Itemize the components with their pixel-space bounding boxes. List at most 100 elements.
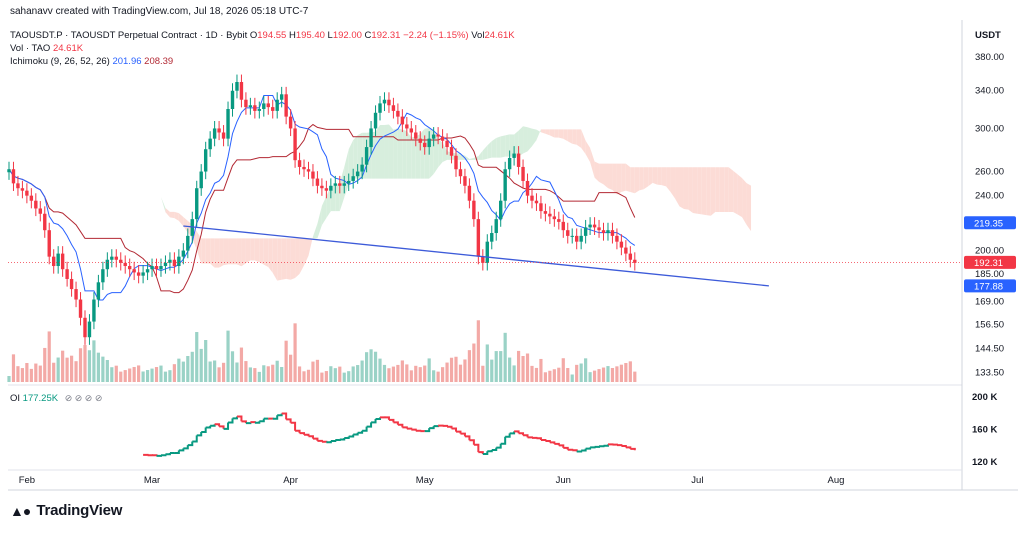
volume-bar [16, 366, 20, 382]
oi-step-segment [527, 436, 533, 439]
oi-step-segment [317, 439, 323, 442]
symbol-title[interactable]: TAOUSDT.P · TAOUSDT Perpetual Contract ·… [10, 30, 248, 41]
volume-bar [543, 372, 547, 382]
time-tick-label: May [416, 475, 434, 486]
price-tick-label: 133.50 [975, 367, 1004, 378]
time-tick-label: Apr [283, 475, 298, 486]
candle-body [315, 178, 320, 186]
ichimoku-cloud-segment [245, 238, 251, 264]
oi-step-segment [371, 418, 377, 424]
tradingview-brand[interactable]: ▲● TradingView [10, 502, 122, 519]
candle-body [414, 132, 418, 139]
volume-bar [476, 320, 480, 382]
ichimoku-cloud-segment [710, 167, 716, 216]
candle-body [105, 259, 110, 270]
ichimoku-cloud-segment [393, 128, 398, 179]
volume-bar [601, 367, 606, 382]
oi-step-segment [572, 449, 578, 452]
ichimoku-cloud-segment [581, 129, 586, 155]
candle-body [351, 176, 355, 181]
candle-body [16, 183, 20, 189]
oi-step-segment [201, 427, 207, 434]
candle-body [87, 321, 92, 338]
oi-step-segment [286, 418, 292, 423]
candle-body [360, 164, 364, 172]
volume-bar [508, 357, 512, 382]
candle-body [293, 128, 297, 161]
volume-bar [52, 362, 56, 382]
volume-bar [195, 332, 199, 382]
candle-body [472, 200, 476, 220]
candle-body [154, 266, 159, 270]
ichimoku-cloud-segment [576, 129, 582, 148]
volume-bar [239, 347, 244, 382]
ichimoku-cloud-segment [174, 211, 179, 221]
candle-body [633, 259, 637, 263]
volume-bar [280, 367, 284, 382]
oi-step-segment [236, 415, 243, 422]
volume-bar [458, 364, 463, 382]
oi-step-segment [509, 431, 516, 435]
oi-step-segment [402, 426, 408, 429]
volume-bar [92, 340, 96, 382]
oi-legend[interactable]: OI 177.25K ⊘ ⊘ ⊘ ⊘ [10, 393, 103, 404]
volume-bar [360, 360, 364, 382]
oi-step-segment [424, 428, 431, 433]
candle-body [333, 183, 338, 186]
price-tick-label: 300.00 [975, 123, 1004, 134]
ichimoku-cloud-segment [433, 131, 439, 175]
volume-bar [284, 340, 288, 382]
volume-bar [56, 357, 60, 382]
candle-body [141, 272, 145, 276]
ichimoku-cloud-segment [241, 238, 246, 267]
ichimoku-cloud-segment [688, 167, 693, 214]
ichimoku-cloud-segment [424, 128, 430, 179]
ichimoku-cloud-segment [679, 167, 684, 209]
ichimoku-cloud-segment [138, 179, 144, 182]
ichimoku-cloud-segment [527, 127, 532, 152]
oi-step-segment [232, 416, 238, 420]
price-tick-label: 380.00 [975, 52, 1004, 63]
volume-bar [539, 358, 543, 382]
ichimoku-cloud-segment [701, 167, 707, 216]
candle-body [418, 138, 422, 143]
volume-bar [172, 364, 176, 382]
ichimoku-cloud-segment [308, 236, 313, 256]
oi-step-segment [339, 438, 346, 441]
ichimoku-cloud-segment [590, 147, 595, 178]
ichimoku-cloud-segment [165, 208, 170, 218]
oi-step-segment [491, 447, 498, 452]
volume-bar [467, 350, 472, 382]
ichimoku-cloud-segment [156, 189, 161, 197]
ichimoku-legend[interactable]: Ichimoku (9, 26, 52, 26) 201.96 208.39 [10, 56, 174, 67]
volume-bar [110, 367, 114, 382]
ichimoku-cloud-segment [147, 183, 153, 188]
ichimoku-cloud-segment [531, 128, 537, 147]
ichimoku-cloud-segment [178, 213, 184, 227]
oi-visibility-icons[interactable]: ⊘ ⊘ ⊘ ⊘ [64, 393, 103, 403]
oi-step-segment [219, 425, 225, 429]
volume-bar [150, 368, 154, 382]
candle-body [449, 147, 454, 156]
ichimoku-cloud-segment [214, 238, 220, 268]
oi-step-segment [362, 426, 368, 432]
volume-bar [87, 350, 92, 382]
volume-bar [248, 367, 252, 382]
ichimoku-cloud-segment [697, 167, 702, 215]
ichimoku-cloud-segment [134, 178, 139, 180]
ichimoku-cloud-segment [406, 131, 412, 179]
volume-legend[interactable]: Vol · TAO 24.61K [10, 43, 84, 54]
oi-step-segment [563, 446, 569, 450]
oi-step-segment [500, 436, 507, 445]
oi-step-segment [304, 433, 310, 437]
oi-step-segment [630, 447, 636, 451]
oi-step-segment [192, 435, 198, 443]
ichimoku-cloud-segment [290, 238, 296, 280]
volume-bar [530, 365, 534, 382]
volume-bar [208, 361, 212, 382]
oi-step-segment [536, 437, 542, 440]
volume-bar [387, 368, 391, 382]
volume-bar [409, 370, 413, 382]
volume-bar [190, 351, 194, 382]
